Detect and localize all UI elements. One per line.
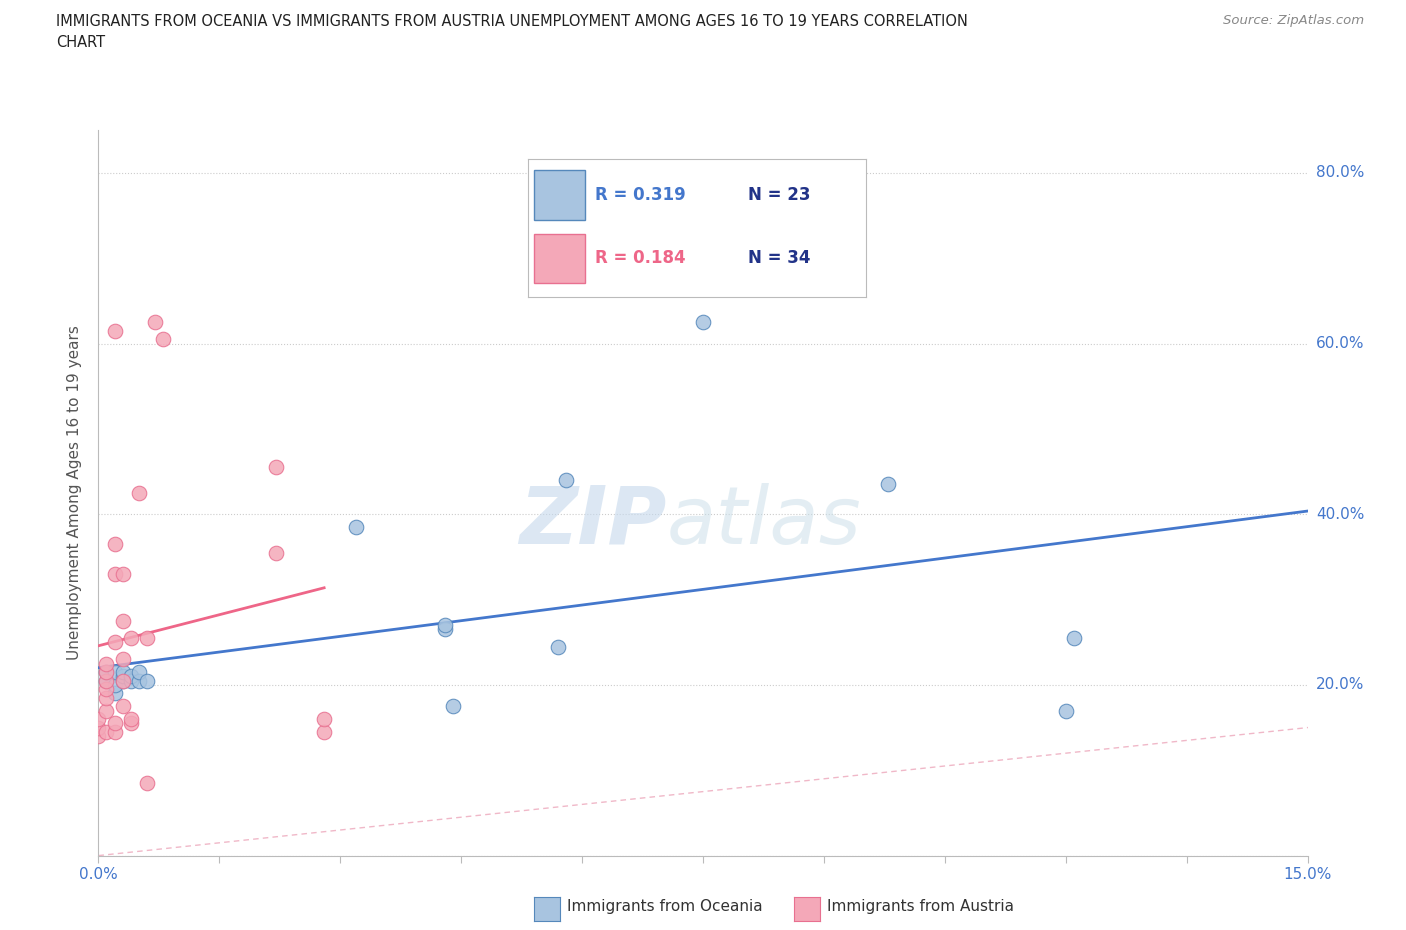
Point: [434, 618, 457, 632]
Point: [96, 665, 118, 680]
Point: [96, 690, 118, 705]
Point: [152, 332, 174, 347]
Text: ZIP: ZIP: [519, 483, 666, 561]
Point: [120, 673, 142, 688]
Point: [111, 669, 134, 684]
Point: [555, 472, 578, 487]
Text: Immigrants from Oceania: Immigrants from Oceania: [567, 899, 762, 914]
Point: [111, 652, 134, 667]
Text: 40.0%: 40.0%: [1316, 507, 1364, 522]
Point: [120, 669, 142, 684]
Point: [135, 776, 157, 790]
Point: [135, 673, 157, 688]
Text: Source: ZipAtlas.com: Source: ZipAtlas.com: [1223, 14, 1364, 27]
Point: [120, 631, 142, 645]
Point: [135, 631, 157, 645]
Point: [314, 724, 336, 739]
Point: [120, 716, 142, 731]
Point: [96, 682, 118, 697]
FancyBboxPatch shape: [534, 170, 585, 219]
Point: [103, 724, 125, 739]
Point: [111, 698, 134, 713]
Text: CHART: CHART: [56, 35, 105, 50]
Point: [128, 665, 150, 680]
Point: [103, 635, 125, 650]
Point: [434, 622, 457, 637]
Point: [103, 716, 125, 731]
Point: [87, 720, 110, 735]
Point: [111, 665, 134, 680]
Point: [96, 673, 118, 688]
Point: [264, 545, 287, 560]
Text: R = 0.319: R = 0.319: [595, 186, 686, 204]
Text: 80.0%: 80.0%: [1316, 166, 1364, 180]
FancyBboxPatch shape: [534, 233, 585, 284]
Point: [96, 724, 118, 739]
Point: [111, 673, 134, 688]
Point: [96, 665, 118, 680]
Point: [103, 537, 125, 551]
Point: [314, 711, 336, 726]
Point: [1054, 703, 1077, 718]
Point: [96, 657, 118, 671]
Text: N = 23: N = 23: [748, 186, 810, 204]
Point: [120, 711, 142, 726]
Point: [103, 566, 125, 581]
Point: [264, 459, 287, 474]
Point: [877, 477, 900, 492]
Text: Immigrants from Austria: Immigrants from Austria: [827, 899, 1014, 914]
Point: [103, 677, 125, 692]
Point: [692, 314, 714, 329]
Point: [111, 673, 134, 688]
Point: [128, 485, 150, 500]
Text: N = 34: N = 34: [748, 249, 810, 268]
Point: [1063, 631, 1085, 645]
Text: 20.0%: 20.0%: [1316, 677, 1364, 693]
Point: [547, 639, 569, 654]
Point: [103, 324, 125, 339]
Text: 60.0%: 60.0%: [1316, 336, 1364, 351]
Y-axis label: Unemployment Among Ages 16 to 19 years: Unemployment Among Ages 16 to 19 years: [67, 326, 83, 660]
Point: [96, 673, 118, 688]
Text: R = 0.184: R = 0.184: [595, 249, 686, 268]
Point: [103, 665, 125, 680]
Point: [103, 686, 125, 701]
Point: [128, 673, 150, 688]
Point: [344, 520, 367, 535]
Point: [111, 566, 134, 581]
Point: [441, 698, 464, 713]
Point: [143, 314, 166, 329]
Point: [96, 703, 118, 718]
Point: [111, 614, 134, 629]
Text: atlas: atlas: [666, 483, 862, 561]
Point: [87, 729, 110, 744]
Text: IMMIGRANTS FROM OCEANIA VS IMMIGRANTS FROM AUSTRIA UNEMPLOYMENT AMONG AGES 16 TO: IMMIGRANTS FROM OCEANIA VS IMMIGRANTS FR…: [56, 14, 969, 29]
Point: [87, 711, 110, 726]
